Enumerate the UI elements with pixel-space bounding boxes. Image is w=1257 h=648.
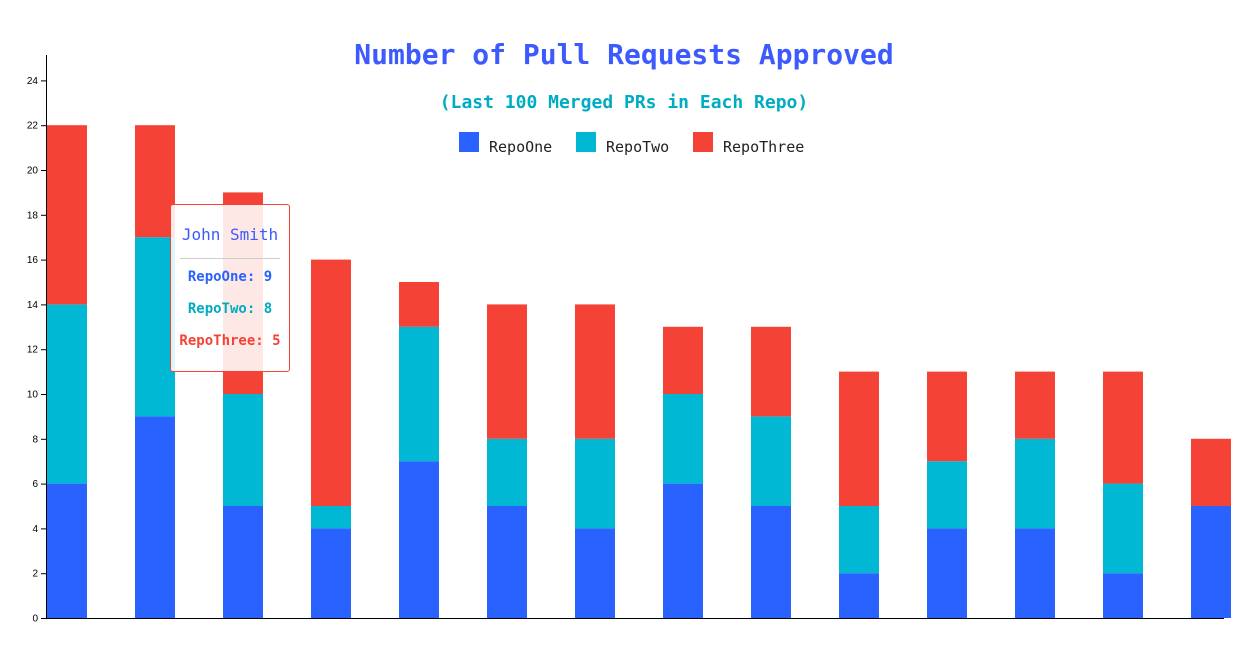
- bar-segment-repo-one[interactable]: [751, 506, 791, 618]
- bar-segment-repo-three[interactable]: [575, 304, 615, 439]
- bar-segment-repo-two[interactable]: [47, 304, 87, 484]
- bar-segment-repo-three[interactable]: [1015, 371, 1055, 439]
- bar-segment-repo-three[interactable]: [927, 371, 967, 462]
- bar-segment-repo-three[interactable]: [487, 304, 527, 439]
- bar-segment-repo-two[interactable]: [1015, 438, 1055, 529]
- bar-segment-repo-two[interactable]: [135, 237, 175, 417]
- bar-segment-repo-two[interactable]: [663, 394, 703, 484]
- bar-segment-repo-one[interactable]: [927, 528, 967, 618]
- bar-segment-repo-one[interactable]: [223, 506, 263, 618]
- bar-segment-repo-three[interactable]: [1103, 371, 1143, 484]
- tooltip-row-repo-three: RepoThree: 5: [179, 333, 281, 349]
- y-tick-label: 24: [27, 76, 39, 87]
- bar-segment-repo-three[interactable]: [663, 326, 703, 394]
- bar-segment-repo-two[interactable]: [1103, 483, 1143, 574]
- tooltip-row-repo-two: RepoTwo: 8: [187, 301, 273, 317]
- y-tick-label: 2: [32, 569, 38, 580]
- bar-segment-repo-two[interactable]: [399, 326, 439, 462]
- bar-segment-repo-one[interactable]: [1103, 573, 1143, 618]
- tooltip-divider: [180, 258, 280, 259]
- y-tick-label: 0: [32, 614, 38, 625]
- tooltip: John Smith RepoOne: 9 RepoTwo: 8 RepoThr…: [170, 204, 290, 372]
- chart-subtitle: (Last 100 Merged PRs in Each Repo): [440, 92, 808, 113]
- bar-segment-repo-three[interactable]: [839, 371, 879, 506]
- bar-segment-repo-one[interactable]: [399, 461, 439, 618]
- legend-label-repo-two[interactable]: RepoTwo: [606, 138, 669, 156]
- bar-segment-repo-three[interactable]: [1191, 438, 1231, 506]
- bar-segment-repo-three[interactable]: [47, 125, 87, 305]
- y-tick-label: 6: [32, 479, 38, 490]
- bar-segment-repo-one[interactable]: [135, 416, 175, 618]
- bar-segment-repo-one[interactable]: [47, 483, 87, 618]
- bar-segment-repo-three[interactable]: [135, 125, 175, 238]
- bar-segment-repo-three[interactable]: [311, 259, 351, 506]
- y-tick-label: 12: [27, 345, 39, 356]
- y-tick-label: 4: [32, 524, 38, 535]
- tooltip-name: John Smith: [181, 225, 279, 244]
- bar-segment-repo-one[interactable]: [839, 573, 879, 618]
- legend-label-repo-three[interactable]: RepoThree: [723, 138, 804, 156]
- bar-segment-repo-one[interactable]: [663, 483, 703, 618]
- bar-segment-repo-two[interactable]: [751, 416, 791, 506]
- bar-segment-repo-three[interactable]: [751, 326, 791, 417]
- y-tick-label: 8: [32, 434, 38, 445]
- y-tick-label: 22: [27, 121, 39, 132]
- y-tick-label: 16: [27, 255, 39, 266]
- bar-segment-repo-one[interactable]: [1015, 528, 1055, 618]
- bar-segment-repo-one[interactable]: [311, 528, 351, 618]
- y-tick-label: 14: [27, 300, 39, 311]
- tooltip-row-repo-one: RepoOne: 9: [187, 269, 273, 285]
- legend-swatch-repo-three: [693, 132, 713, 152]
- bar-segment-repo-one[interactable]: [1191, 506, 1231, 618]
- chart-title: Number of Pull Requests Approved: [354, 38, 893, 71]
- legend: RepoOne RepoTwo RepoThree: [459, 132, 804, 156]
- legend-swatch-repo-one: [459, 132, 479, 152]
- y-tick-label: 20: [27, 166, 39, 177]
- bar-segment-repo-two[interactable]: [575, 438, 615, 529]
- legend-swatch-repo-two: [576, 132, 596, 152]
- bar-segment-repo-two[interactable]: [839, 506, 879, 574]
- bar-segment-repo-two[interactable]: [223, 394, 263, 506]
- legend-label-repo-one[interactable]: RepoOne: [489, 138, 552, 156]
- bar-segment-repo-two[interactable]: [487, 438, 527, 506]
- bar-segment-repo-two[interactable]: [311, 506, 351, 529]
- bar-segment-repo-three[interactable]: [399, 282, 439, 327]
- bar-segment-repo-two[interactable]: [927, 461, 967, 529]
- bar-segment-repo-one[interactable]: [487, 506, 527, 618]
- bar-segment-repo-one[interactable]: [575, 528, 615, 618]
- y-tick-label: 10: [27, 390, 39, 401]
- y-tick-label: 18: [27, 210, 39, 221]
